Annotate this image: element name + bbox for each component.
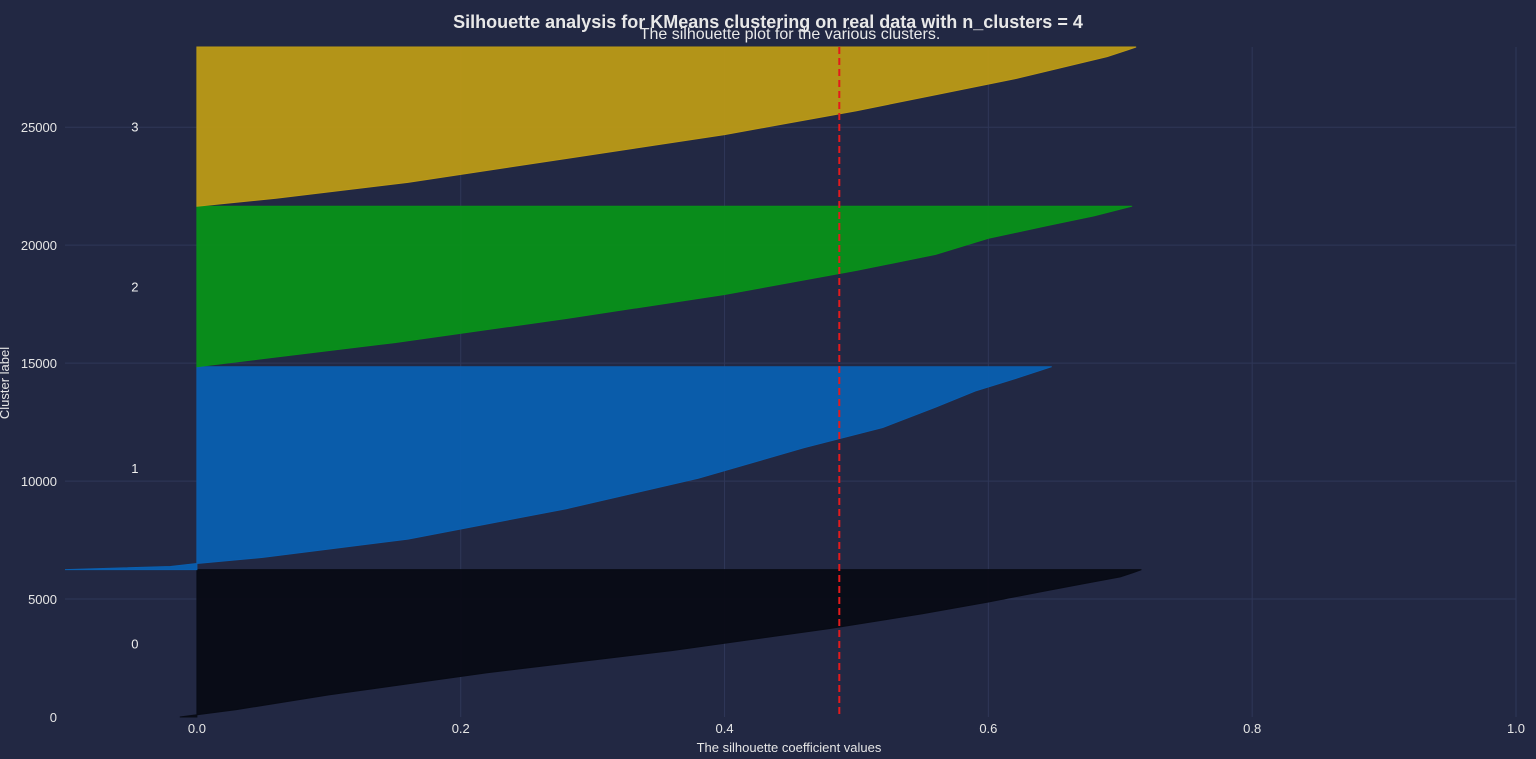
cluster-2-silhouette [196,205,1133,368]
y-tick-label: 15000 [21,356,57,371]
cluster-label-0: 0 [131,636,138,651]
tick-layer: 0.0 0.2 0.4 0.6 0.8 1.0 0 5000 10000 15000 20000 25… [21,120,1525,736]
cluster-label-layer: 0 1 2 3 [131,120,138,652]
cluster-label-3: 3 [131,120,138,135]
cluster-layer [64,46,1142,718]
x-tick-label: 1.0 [1507,721,1525,736]
cluster-label-1: 1 [131,461,138,476]
x-axis-label: The silhouette coefficient values [697,740,882,754]
cluster-1-silhouette [64,366,1052,571]
cluster-label-2: 2 [131,279,138,294]
x-tick-label: 0.4 [716,721,734,736]
cluster-3-silhouette [196,46,1137,207]
y-tick-label: 10000 [21,474,57,489]
chart-subtitle: The silhouette plot for the various clus… [640,26,941,43]
y-tick-label: 0 [50,710,57,725]
x-tick-label: 0.0 [188,721,206,736]
y-axis-label: Cluster label [0,347,12,419]
cluster-0-silhouette [179,569,1142,718]
chart-title: Silhouette analysis for KMeans clusterin… [453,12,1083,32]
y-tick-label: 25000 [21,120,57,135]
x-tick-label: 0.6 [979,721,997,736]
x-tick-label: 0.2 [452,721,470,736]
y-tick-label: 20000 [21,238,57,253]
y-tick-label: 5000 [28,592,57,607]
x-tick-label: 0.8 [1243,721,1261,736]
